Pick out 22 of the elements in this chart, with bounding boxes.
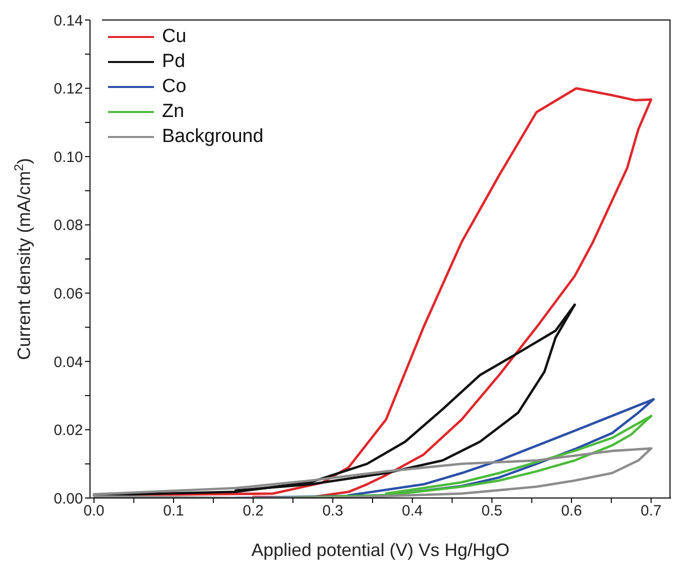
x-tick-label: 0.0	[84, 502, 104, 520]
x-tick-label: 0.4	[402, 502, 423, 520]
y-tick-label: 0.04	[54, 354, 83, 371]
x-tick-label: 0.1	[163, 502, 184, 520]
legend-label: Zn	[162, 100, 184, 124]
y-tick-label: 0.08	[54, 217, 83, 234]
x-tick-label: 0.3	[322, 502, 344, 520]
x-tick-label: 0.6	[561, 502, 582, 520]
legend-label: Co	[162, 75, 186, 99]
y-tick-label: 0.10	[54, 148, 83, 166]
x-tick-label: 0.5	[481, 502, 502, 520]
y-tick-label: 0.02	[54, 422, 83, 440]
y-tick-label: 0.00	[54, 490, 83, 508]
legend-label: Pd	[162, 50, 186, 74]
y-tick-label: 0.14	[54, 12, 83, 30]
legend-label: Cu	[162, 25, 186, 49]
y-tick-label: 0.12	[54, 80, 83, 98]
x-axis-title: Applied potential (V) Vs Hg/HgO	[251, 540, 510, 560]
y-tick-label: 0.06	[54, 285, 83, 302]
x-tick-label: 0.7	[640, 502, 662, 520]
x-tick-label: 0.2	[242, 502, 264, 520]
legend-label: Background	[162, 125, 264, 149]
